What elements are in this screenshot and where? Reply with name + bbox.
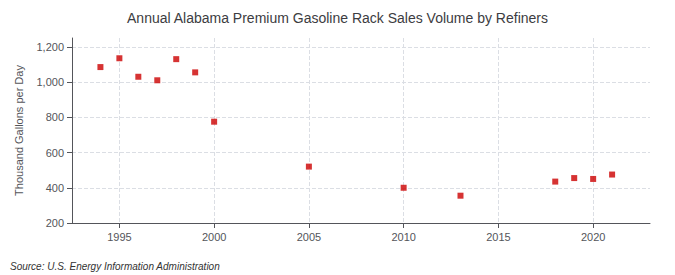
- svg-text:200: 200: [46, 217, 64, 229]
- svg-text:800: 800: [46, 111, 64, 123]
- svg-text:2010: 2010: [391, 231, 415, 243]
- svg-text:600: 600: [46, 147, 64, 159]
- svg-text:2015: 2015: [486, 231, 510, 243]
- svg-text:2020: 2020: [581, 231, 605, 243]
- svg-text:400: 400: [46, 182, 64, 194]
- svg-text:Thousand Gallons per Day: Thousand Gallons per Day: [13, 65, 25, 196]
- svg-text:Annual Alabama Premium Gasolin: Annual Alabama Premium Gasoline Rack Sal…: [127, 10, 548, 26]
- svg-text:1,000: 1,000: [36, 76, 64, 88]
- svg-text:2000: 2000: [202, 231, 226, 243]
- svg-text:2005: 2005: [297, 231, 321, 243]
- svg-text:1995: 1995: [107, 231, 131, 243]
- svg-text:1,200: 1,200: [36, 41, 64, 53]
- svg-text:Source: U.S. Energy Informatio: Source: U.S. Energy Information Administ…: [10, 261, 220, 272]
